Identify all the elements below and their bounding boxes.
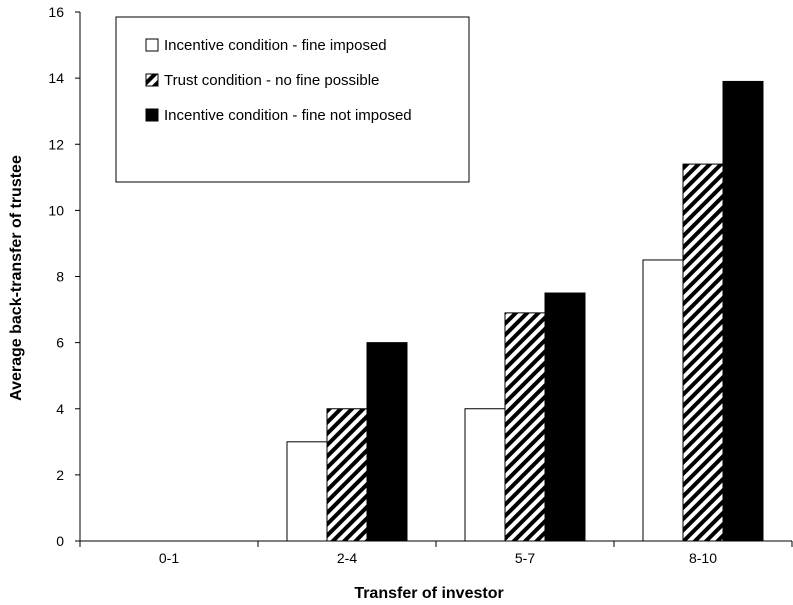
legend-box [115,16,470,183]
legend: Incentive condition - fine imposed Trust … [115,16,470,183]
bar-black-5-7 [544,292,586,542]
x-tick-label: 5-7 [515,550,535,566]
y-tick-label: 14 [48,70,64,86]
y-tick-label: 16 [48,4,64,20]
bar-black-2-4 [366,342,408,542]
legend-swatch-hatched [145,73,159,87]
y-tick-label: 0 [56,533,64,549]
y-tick-label: 6 [56,335,64,351]
legend-label: Incentive condition - fine imposed [164,37,387,54]
y-tick-label: 2 [56,467,64,483]
x-tick-label: 8-10 [689,550,717,566]
y-tick-label: 10 [48,202,64,218]
y-axis-title: Average back-transfer of trustee [8,155,25,401]
legend-swatch-white [145,38,159,52]
x-tick-label: 0-1 [159,550,179,566]
plot-area: 0 2 4 6 8 10 12 14 16 0-1 2-4 5-7 8-10 [48,4,793,566]
bar-black-8-10 [722,80,764,542]
bar-hatched-5-7 [504,312,546,542]
y-tick-label: 8 [56,269,64,285]
legend-label: Incentive condition - fine not imposed [164,107,412,124]
bar-hatched-2-4 [326,408,368,542]
bar-white-5-7 [464,408,506,542]
x-axis-title: Transfer of investor [354,585,503,602]
x-tick-label: 2-4 [337,550,357,566]
bar-hatched-8-10 [682,163,724,542]
legend-label: Trust condition - no fine possible [164,72,379,89]
bar-white-8-10 [642,259,684,542]
legend-swatch-black [145,108,159,122]
y-tick-label: 12 [48,136,64,152]
y-tick-label: 4 [56,401,64,417]
bar-white-2-4 [286,441,328,542]
